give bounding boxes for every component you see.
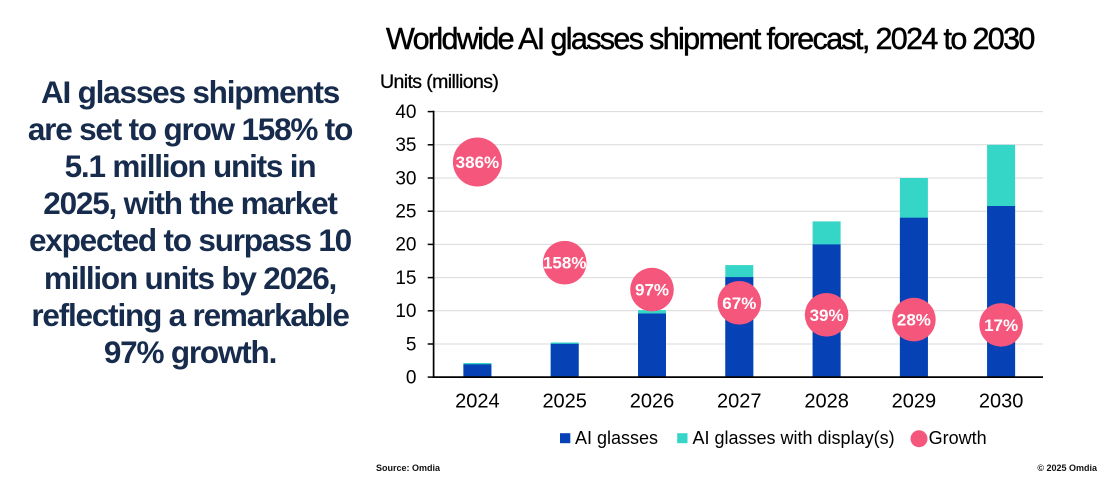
- svg-text:15: 15: [395, 268, 416, 289]
- svg-text:2028: 2028: [804, 391, 849, 413]
- svg-text:39%: 39%: [810, 306, 844, 325]
- svg-text:2027: 2027: [717, 391, 762, 413]
- svg-text:20: 20: [395, 235, 416, 256]
- svg-text:17%: 17%: [984, 316, 1018, 335]
- svg-text:35: 35: [395, 135, 416, 156]
- svg-text:Growth: Growth: [929, 428, 987, 448]
- svg-text:2024: 2024: [455, 391, 500, 413]
- svg-text:40: 40: [395, 102, 416, 123]
- svg-text:97%: 97%: [635, 281, 669, 300]
- svg-text:158%: 158%: [543, 254, 586, 273]
- svg-text:25: 25: [395, 202, 416, 223]
- svg-text:5: 5: [406, 334, 417, 355]
- svg-text:0: 0: [406, 367, 417, 388]
- svg-text:AI glasses with display(s): AI glasses with display(s): [693, 428, 895, 448]
- svg-text:2029: 2029: [892, 391, 937, 413]
- svg-text:10: 10: [395, 301, 416, 322]
- svg-text:AI glasses: AI glasses: [575, 428, 658, 448]
- svg-text:30: 30: [395, 168, 416, 189]
- svg-text:2026: 2026: [630, 391, 675, 413]
- svg-text:67%: 67%: [722, 294, 756, 313]
- svg-text:2030: 2030: [979, 391, 1024, 413]
- svg-text:386%: 386%: [456, 153, 499, 172]
- svg-text:2025: 2025: [542, 391, 587, 413]
- svg-text:28%: 28%: [897, 311, 931, 330]
